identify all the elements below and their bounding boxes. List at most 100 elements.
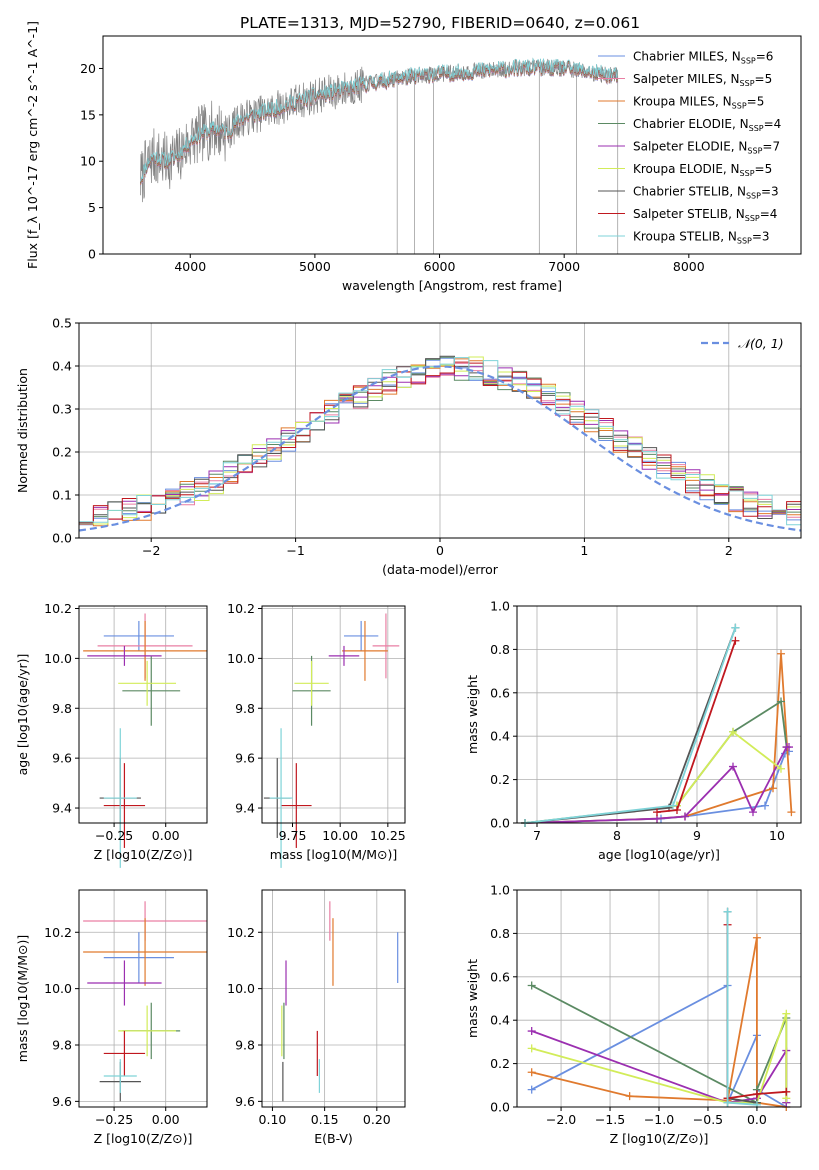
x-tick-label: −0.25 — [95, 828, 133, 843]
x-tick-label: −0.5 — [693, 1112, 723, 1127]
y-tick-label: 20 — [80, 61, 96, 76]
point-marker — [673, 805, 681, 814]
legend-entry: Kroupa ELODIE, NSSP=5 — [633, 162, 772, 178]
axes-frame — [516, 605, 802, 824]
histogram-chabrier-miles — [79, 357, 801, 526]
series-kroupa-stelib — [524, 627, 737, 824]
y-axis-label: mass weight — [465, 675, 480, 754]
y-tick-label: 10.2 — [44, 925, 72, 940]
lines-mass-weight-vs-age — [521, 623, 796, 827]
y-tick-label: 10.0 — [44, 981, 72, 996]
axes-frame — [78, 605, 208, 824]
x-tick-label: 0 — [436, 543, 444, 558]
x-tick-label: 7 — [533, 828, 541, 843]
y-tick-label: 0.4 — [52, 359, 72, 374]
errorbars-mass-vs-EBV — [281, 901, 399, 1102]
errorbars-age-vs-Z — [83, 613, 207, 868]
y-tick-label: 15 — [80, 107, 96, 122]
y-tick-label: 0.4 — [490, 729, 510, 744]
legend-entry: Kroupa STELIB, NSSP=3 — [633, 230, 770, 246]
errorbars-mass-vs-Z — [83, 901, 207, 1102]
y-tick-label: 10 — [80, 154, 96, 169]
point-marker — [731, 623, 740, 632]
spectrum-legend: Chabrier MILES, NSSP=6 Salpeter MILES, NS… — [598, 50, 781, 246]
point-marker — [729, 762, 737, 771]
x-tick-label: −0.25 — [95, 1112, 133, 1127]
x-tick-label: 7000 — [548, 259, 580, 274]
legend-entry: Chabrier ELODIE, NSSP=4 — [633, 117, 781, 133]
y-tick-label: 9.4 — [235, 801, 255, 816]
point-marker — [777, 764, 785, 773]
y-tick-label: 9.6 — [52, 751, 72, 766]
x-tick-label: 6000 — [424, 259, 456, 274]
point-marker — [681, 812, 689, 821]
x-tick-label: 0.20 — [363, 1112, 391, 1127]
x-tick-label: −1.5 — [595, 1112, 625, 1127]
y-tick-label: 5 — [88, 200, 96, 215]
y-tick-label: 10.2 — [44, 601, 72, 616]
x-axis-label: Z [log10(Z/Z⊙)] — [610, 1131, 709, 1146]
frame-age-vs-mass: 9.75 10.00 10.25 9.4 9.6 9.8 10.0 10.2 mass [log… — [227, 601, 406, 862]
y-axis-label: age [log10(age/yr)] — [15, 654, 30, 776]
x-tick-label: 0.00 — [152, 1112, 180, 1127]
point-marker — [527, 1027, 536, 1036]
x-tick-label: 10.25 — [370, 828, 406, 843]
point-marker — [527, 981, 536, 990]
series-kroupa-miles — [531, 937, 787, 1108]
axes-age-vs-mass — [262, 606, 405, 823]
point-marker — [723, 1098, 732, 1107]
point-marker — [761, 801, 769, 810]
frame-mass-vs-EBV: 0.10 0.15 0.20 9.6 9.8 10.0 10.2 E(B-V) — [227, 889, 406, 1146]
y-axis-label: mass [log10(M/M⊙)] — [15, 935, 30, 1063]
y-tick-label: 0.2 — [490, 1056, 510, 1071]
y-tick-label: 0.4 — [490, 1013, 510, 1028]
y-tick-label: 1.0 — [490, 883, 510, 898]
y-tick-label: 0.5 — [52, 316, 72, 331]
y-tick-label: 0.6 — [490, 969, 510, 984]
frame-mass-weight-vs-Z: −2.0 −1.5 −1.0 −0.5 0.0 0.0 0.2 0.4 0.6 0.8 1.0 Z [… — [465, 883, 802, 1146]
x-axis-label: (data-model)/error — [382, 562, 499, 577]
axes-age-vs-Z — [79, 606, 207, 823]
y-tick-label: 0.0 — [52, 531, 72, 546]
x-axis-label: Z [log10(Z/Z⊙)] — [94, 1131, 193, 1146]
point-marker — [787, 808, 796, 817]
x-axis-label: age [log10(age/yr)] — [598, 847, 720, 862]
point-marker — [723, 907, 732, 916]
point-marker — [731, 636, 740, 645]
legend-entry: Chabrier STELIB, NSSP=3 — [633, 185, 779, 201]
point-marker — [752, 933, 761, 942]
point-marker — [769, 784, 777, 793]
frame-age-vs-Z: −0.25 0.00 9.4 9.6 9.8 10.0 10.2 Z [log10(Z/Z⊙)… — [15, 601, 208, 862]
legend-entry: Salpeter STELIB, NSSP=4 — [633, 207, 777, 223]
y-tick-label: 0.6 — [490, 685, 510, 700]
series-kroupa-miles — [524, 653, 793, 824]
x-axis-label: wavelength [Angstrom, rest frame] — [342, 278, 562, 293]
y-tick-label: 0.8 — [490, 642, 510, 657]
axes-residuals — [79, 322, 801, 539]
x-tick-label: 4000 — [174, 259, 206, 274]
axes-mass-vs-Z — [79, 890, 207, 1107]
y-tick-label: 9.4 — [52, 801, 72, 816]
x-tick-label: 2 — [725, 543, 733, 558]
point-marker — [653, 808, 661, 817]
series-chabrier-elodie — [524, 699, 788, 824]
legend-entry: Kroupa MILES, NSSP=5 — [633, 95, 764, 111]
spectrum-lines — [140, 57, 619, 254]
x-axis-label: Z [log10(Z/Z⊙)] — [94, 847, 193, 862]
frame-mass-weight-vs-age: 7 8 9 10 0.0 0.2 0.4 0.6 0.8 1.0 age [log10(age/yr… — [465, 599, 802, 862]
y-tick-label: 9.8 — [52, 1038, 72, 1053]
y-tick-label: 10.0 — [227, 981, 255, 996]
point-marker — [752, 1089, 761, 1098]
point-marker — [782, 1009, 791, 1018]
axes-frame — [261, 605, 406, 824]
series-chabrier-stelib — [524, 627, 737, 824]
x-axis-label: mass [log10(M/M⊙)] — [270, 847, 398, 862]
y-tick-label: 0.1 — [52, 488, 72, 503]
legend-entry: Chabrier MILES, NSSP=6 — [633, 50, 773, 66]
x-tick-label: 8 — [613, 828, 621, 843]
x-tick-label: −2.0 — [546, 1112, 576, 1127]
point-marker — [782, 1087, 791, 1096]
y-tick-label: 0.8 — [490, 926, 510, 941]
y-tick-label: 0 — [88, 247, 96, 262]
